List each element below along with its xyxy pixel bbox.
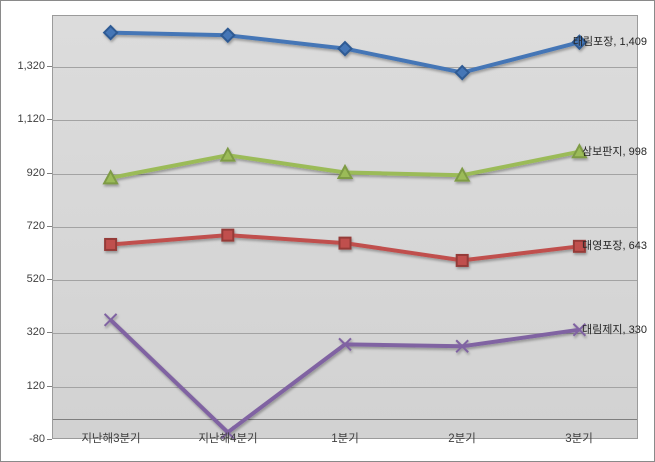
y-axis-tick-label: 320 — [26, 326, 45, 338]
gridline — [53, 67, 637, 68]
diamond-marker — [337, 40, 353, 57]
square-marker — [104, 237, 118, 251]
x-axis-category-label: 2분기 — [448, 433, 476, 445]
y-axis-tick-label: 1,320 — [17, 60, 45, 72]
series-data-label: 대영포장, 643 — [582, 240, 647, 252]
square-marker — [338, 236, 352, 250]
gridline — [53, 227, 637, 228]
series-line — [109, 318, 580, 435]
x-axis-category-label: 지난해4분기 — [198, 433, 258, 445]
y-axis-tick-mark — [47, 119, 52, 120]
series-대림제지 — [103, 313, 587, 440]
y-axis-tick-label: 920 — [26, 167, 45, 179]
series-data-label: 태림포장, 1,409 — [572, 36, 647, 48]
x-axis-category-label: 3분기 — [565, 433, 593, 445]
diamond-marker — [219, 27, 236, 44]
y-axis-tick-mark — [47, 439, 52, 440]
y-axis-tick-label: -80 — [29, 433, 45, 445]
diamond-marker — [454, 64, 471, 81]
y-axis-tick-mark — [47, 332, 52, 333]
y-axis-tick-label: 720 — [26, 220, 45, 232]
triangle-marker — [454, 166, 471, 182]
series-대영포장 — [104, 228, 586, 267]
diamond-marker — [102, 24, 119, 41]
y-axis-tick-mark — [47, 386, 52, 387]
y-axis-tick-label: 520 — [26, 273, 45, 285]
series-data-label: 삼보판지, 998 — [582, 146, 647, 158]
triangle-marker — [219, 146, 236, 162]
x-marker — [103, 313, 118, 327]
y-axis-tick-mark — [47, 173, 52, 174]
triangle-marker — [571, 143, 588, 159]
gridline — [53, 333, 637, 334]
y-axis-tick-mark — [47, 226, 52, 227]
gridline — [53, 120, 637, 121]
y-axis-tick-label: 120 — [26, 380, 45, 392]
x-marker — [455, 339, 469, 353]
x-axis-category-label: 1분기 — [331, 433, 359, 445]
triangle-marker — [102, 169, 119, 185]
gridline — [53, 280, 637, 281]
y-axis-tick-label: 1,120 — [17, 113, 45, 125]
y-axis-tick-mark — [47, 279, 52, 280]
series-data-label: 대림제지, 330 — [582, 324, 647, 336]
gridline — [53, 387, 637, 388]
triangle-marker — [336, 163, 354, 180]
x-axis-category-label: 지난해3분기 — [81, 433, 141, 445]
x-marker — [221, 425, 235, 440]
square-marker — [455, 253, 469, 267]
series-태림포장 — [102, 24, 588, 81]
x-marker — [338, 337, 352, 352]
series-삼보판지 — [102, 143, 588, 185]
y-axis-tick-mark — [47, 66, 52, 67]
diamond-marker — [571, 34, 588, 51]
category-axis-line — [53, 419, 637, 420]
square-marker — [221, 228, 235, 242]
x-marker — [572, 323, 587, 337]
chart-series-canvas — [102, 24, 588, 440]
square-marker — [572, 239, 586, 253]
